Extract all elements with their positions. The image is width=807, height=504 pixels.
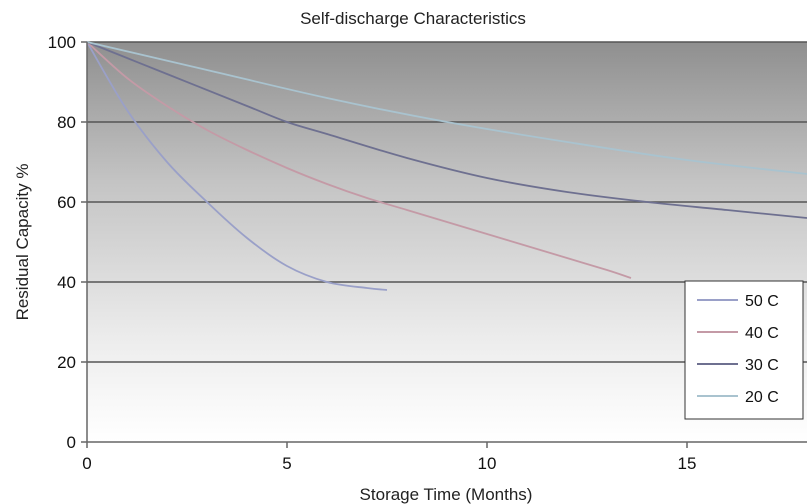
- legend: 50 C 40 C 30 C 20 C: [684, 280, 804, 420]
- y-tick-label: 40: [57, 273, 76, 292]
- legend-label: 20 C: [745, 389, 779, 406]
- x-tick-label: 5: [282, 454, 291, 473]
- y-tick-label: 20: [57, 353, 76, 372]
- x-axis-label: Storage Time (Months): [360, 485, 533, 504]
- legend-label: 50 C: [745, 293, 779, 310]
- y-tick-label: 80: [57, 113, 76, 132]
- chart-title: Self-discharge Characteristics: [300, 9, 526, 28]
- x-tick-label: 15: [678, 454, 697, 473]
- series-line-20-c: [86, 41, 807, 175]
- y-axis-ticks: 0 20 40 60 80 100: [48, 33, 87, 452]
- y-tick-label: 0: [67, 433, 76, 452]
- series-line-40-c: [86, 41, 632, 279]
- y-tick-label: 60: [57, 193, 76, 212]
- x-axis-ticks: 0 5 10 15: [82, 442, 696, 473]
- x-tick-label: 10: [478, 454, 497, 473]
- y-axis-label: Residual Capacity %: [13, 164, 32, 321]
- legend-label: 30 C: [745, 357, 779, 374]
- series-line-50-c: [86, 41, 388, 291]
- legend-box: [684, 280, 804, 420]
- series-line-30-c: [86, 41, 807, 219]
- series-lines: [86, 41, 807, 291]
- legend-label: 40 C: [745, 325, 779, 342]
- x-tick-label: 0: [82, 454, 91, 473]
- y-tick-label: 100: [48, 33, 76, 52]
